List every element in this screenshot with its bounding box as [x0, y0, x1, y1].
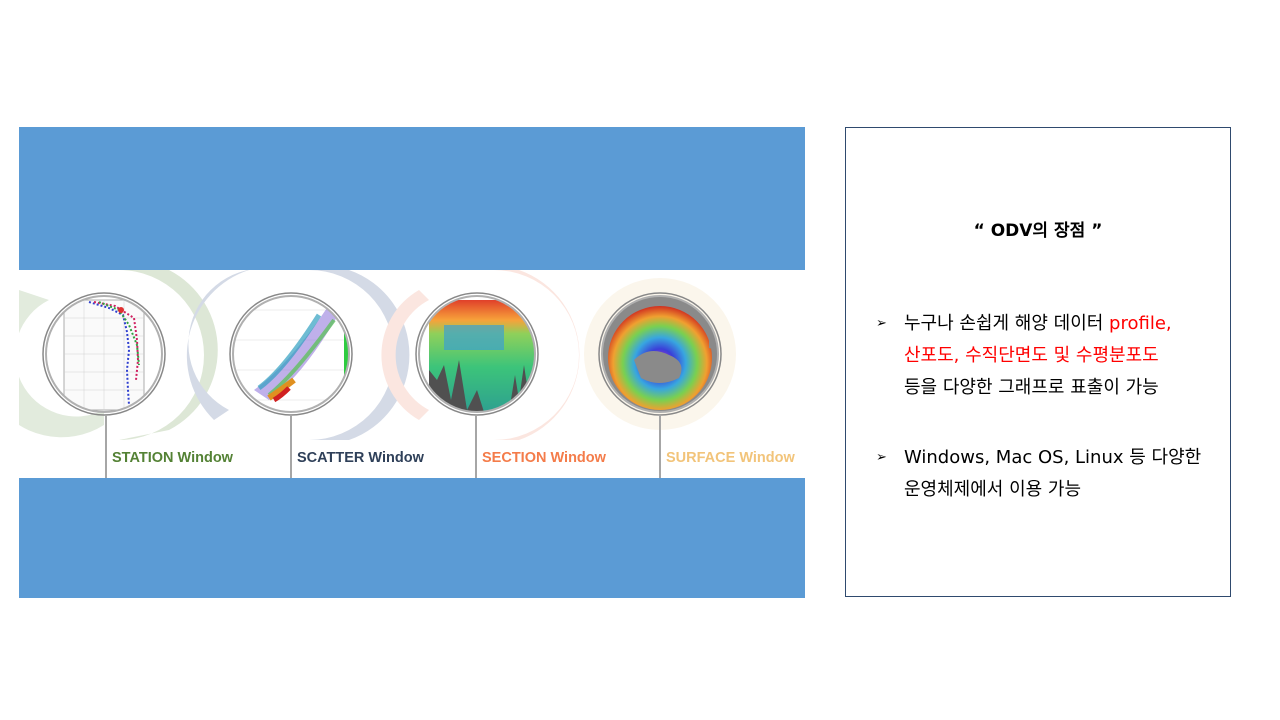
scatter-window-label: SCATTER Window — [297, 450, 424, 466]
surface-stem — [659, 415, 661, 478]
blue-banner-top — [19, 127, 805, 270]
scatter-window-thumbnail — [186, 268, 410, 440]
bullet-1-line-1: 누구나 손쉽게 해양 데이터 profile, — [904, 308, 1172, 340]
bullet-arrow-icon: ➢ — [876, 316, 887, 331]
odv-windows-illustration — [0, 268, 736, 440]
bullet-1-line-2: 산포도, 수직단면도 및 수평분포도 — [904, 345, 1159, 366]
advantages-panel: “ ODV의 장점 ” ➢ 누구나 손쉽게 해양 데이터 profile, 산포… — [845, 127, 1231, 597]
scatter-stem — [290, 415, 292, 478]
surface-window-label: SURFACE Window — [666, 450, 795, 466]
bullet-1-text: 누구나 손쉽게 해양 데이터 — [904, 313, 1110, 334]
odv-windows-strip — [0, 268, 805, 478]
bullet-1-highlight: profile, — [1109, 313, 1172, 334]
panel-title: “ ODV의 장점 ” — [973, 221, 1103, 241]
station-stem — [105, 415, 107, 478]
bullet-arrow-icon: ➢ — [876, 450, 887, 465]
station-window-thumbnail — [0, 270, 218, 440]
section-window-label: SECTION Window — [482, 450, 606, 466]
bullet-2-line-1: Windows, Mac OS, Linux 등 다양한 — [904, 447, 1202, 468]
station-window-label: STATION Window — [112, 450, 233, 466]
section-stem — [475, 415, 477, 478]
blue-banner-bottom — [19, 478, 805, 598]
section-window-thumbnail — [381, 270, 580, 440]
surface-window-thumbnail — [584, 278, 736, 430]
bullet-1-line-3: 등을 다양한 그래프로 표출이 가능 — [904, 377, 1159, 398]
bullet-2-line-2: 운영체제에서 이용 가능 — [904, 479, 1082, 500]
